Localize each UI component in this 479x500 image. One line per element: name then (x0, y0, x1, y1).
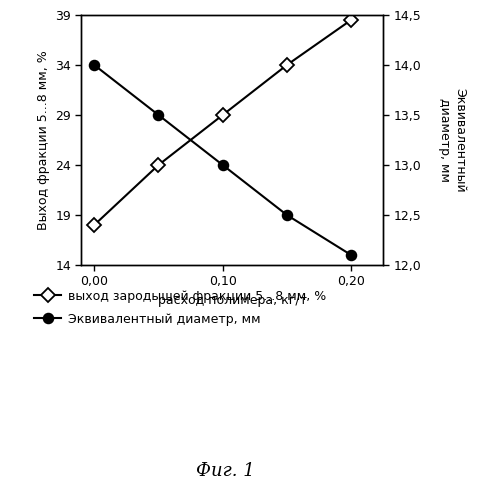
Эквивалентный диаметр, мм (220, 162, 226, 168)
Y-axis label: Выход фракции 5...8 мм, %: Выход фракции 5...8 мм, % (37, 50, 50, 230)
Эквивалентный диаметр, мм (156, 112, 161, 118)
Y-axis label: Эквивалентный
диаметр, мм: Эквивалентный диаметр, мм (438, 88, 466, 192)
X-axis label: расход полимера, кг/т: расход полимера, кг/т (158, 294, 307, 307)
Text: Фиг. 1: Фиг. 1 (196, 462, 254, 480)
Эквивалентный диаметр, мм (348, 252, 354, 258)
Line: выход зародышей фракции 5...8 мм, %: выход зародышей фракции 5...8 мм, % (90, 15, 356, 230)
выход зародышей фракции 5...8 мм, % (284, 62, 290, 68)
Эквивалентный диаметр, мм (284, 212, 290, 218)
выход зародышей фракции 5...8 мм, % (156, 162, 161, 168)
выход зародышей фракции 5...8 мм, % (348, 17, 354, 23)
Legend: выход зародышей фракции 5...8 мм, %, Эквивалентный диаметр, мм: выход зародышей фракции 5...8 мм, %, Экв… (30, 286, 330, 330)
Line: Эквивалентный диаметр, мм: Эквивалентный диаметр, мм (90, 60, 356, 260)
выход зародышей фракции 5...8 мм, % (91, 222, 97, 228)
Эквивалентный диаметр, мм (91, 62, 97, 68)
выход зародышей фракции 5...8 мм, % (220, 112, 226, 118)
